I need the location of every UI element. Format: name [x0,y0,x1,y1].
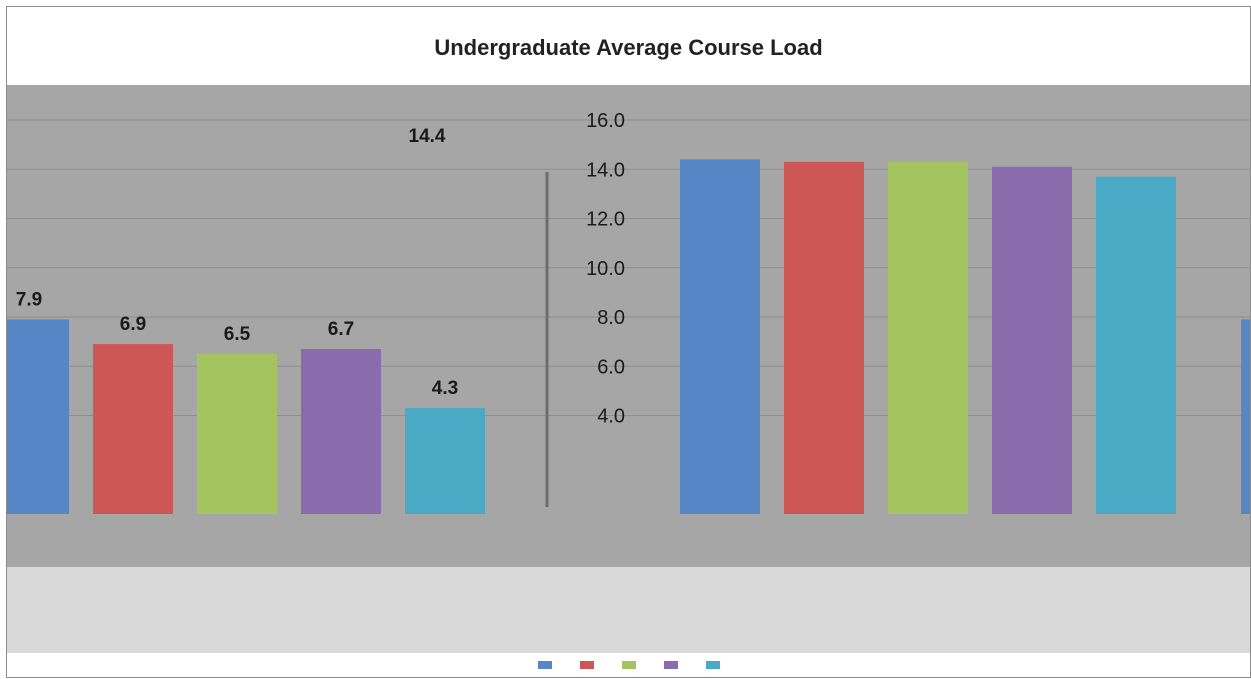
legend-item [579,661,594,669]
y-tick-label: 8.0 [597,307,625,329]
data-label: 6.9 [120,314,146,335]
bar [7,319,69,514]
bar [301,349,381,514]
bar [888,161,968,515]
y-tick-label: 12.0 [586,209,625,231]
legend-item [663,661,678,669]
y-tick-label: 6.0 [597,356,625,378]
bar [197,353,277,514]
legend-swatch [621,661,636,669]
category-band [7,567,1250,659]
bar [405,408,485,514]
data-label: 6.7 [328,319,354,340]
bars [7,159,1250,515]
legend [7,653,1250,677]
legend-item [621,661,636,669]
data-label: 7.9 [16,289,42,310]
y-tick-label: 16.0 [586,110,625,132]
bar [784,161,864,515]
bar [1096,176,1176,514]
data-label: 6.5 [224,324,251,345]
y-tick-label: 14.0 [586,159,625,181]
y-tick-label: 4.0 [597,406,625,428]
legend-swatch [537,661,552,669]
data-label: 14.4 [409,126,446,147]
legend-swatch [705,661,720,669]
legend-swatch [579,661,594,669]
chart-area: Undergraduate Average Course Load 4.0 6.0… [6,6,1251,678]
chart-plot: 4.0 6.0 8.0 10.0 12.0 14.0 16.0 7.9 6.9 6.5 6.7 4.3… [7,110,1250,615]
legend-item [537,661,552,669]
legend-swatch [663,661,678,669]
chart-title: Undergraduate Average Course Load [434,35,823,60]
bar [680,159,760,514]
y-tick-label: 10.0 [586,258,625,280]
bar [992,166,1072,514]
legend-item [705,661,720,669]
bar [93,344,173,514]
data-label: 4.3 [432,378,458,399]
title-band: Undergraduate Average Course Load [7,7,1250,85]
bar [1241,319,1250,514]
